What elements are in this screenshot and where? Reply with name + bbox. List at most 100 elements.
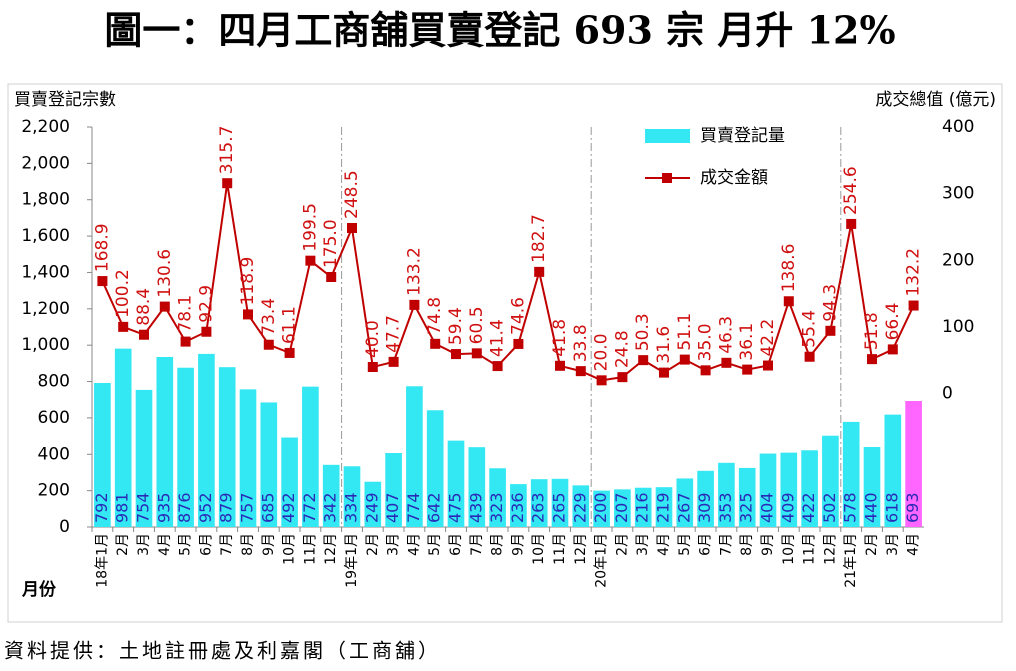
y-tick-label: 600 [38,408,70,428]
legend-swatch [645,129,690,143]
bar-label: 952 [196,492,215,523]
x-tick-label: 6月 [698,533,714,556]
x-tick-label: 4月 [906,533,922,556]
bar-label: 439 [466,492,485,523]
line-label: 74.8 [425,297,445,335]
x-tick-label: 5月 [677,533,693,556]
x-tick-label: 18年1月 [94,533,110,588]
x-tick-label: 3月 [386,533,402,556]
line-marker [679,354,690,365]
chart-frame [7,83,1003,623]
x-tick-label: 7月 [469,533,485,556]
bar-label: 685 [258,492,277,523]
line-label: 41.8 [550,319,570,357]
line-marker [97,276,108,287]
line-label: 168.9 [92,223,112,272]
source-note: 資料提供：土地註冊處及利嘉閣（工商舖） [4,639,441,663]
bar [281,437,298,527]
x-tick-label: 8月 [240,533,256,556]
bar-label: 229 [570,492,589,523]
bar-label: 578 [841,492,860,523]
line-label: 254.6 [841,166,861,215]
x-tick-label: 10月 [282,533,298,565]
line-label: 55.4 [800,310,820,348]
bar-label: 200 [591,492,610,523]
bar [426,410,444,527]
bar [593,490,610,527]
line-label: 33.8 [571,324,591,362]
bar-label: 502 [820,492,839,523]
x-tick-label: 12月 [822,533,838,565]
bar [489,468,506,527]
line-marker [451,349,461,360]
y2-tick-label: 200 [942,250,974,270]
y-tick-label: 2,200 [21,117,70,137]
line-marker [201,326,212,337]
legend-label: 買賣登記量 [700,126,785,146]
bar [697,470,714,527]
y-axis-title: 買賣登記宗數 [14,90,116,110]
bar-label: 236 [508,492,527,523]
bar [468,447,486,527]
bar-label: 219 [654,492,673,523]
bar [551,478,569,527]
x-tick-label: 9月 [261,533,277,556]
bar-label: 879 [217,492,236,523]
x-tick-label: 11月 [302,533,318,565]
line-label: 130.6 [155,249,175,298]
x-tick-label: 20年1月 [594,533,610,588]
line-label: 59.4 [446,307,466,345]
bar [884,414,902,527]
line-marker [388,356,399,367]
bar [94,383,111,527]
bar [239,389,257,527]
line-label: 92.9 [196,285,216,323]
line-marker [409,299,420,310]
line-marker [534,266,545,277]
bar [510,484,527,527]
x-tick-label: 21年1月 [843,533,859,588]
bar-label: 342 [321,492,340,523]
bar-label: 981 [113,492,132,523]
line-marker [742,364,753,375]
bar [343,466,361,527]
y-tick-label: 0 [59,517,70,537]
line-label: 315.7 [217,126,237,175]
bar [260,402,278,527]
bar-label: 207 [612,492,631,523]
x-tick-label: 6月 [448,533,464,556]
bar [114,348,132,527]
bar-label: 249 [362,492,381,523]
x-tick-label: 3月 [635,533,651,556]
x-tick-label: 4月 [406,533,422,556]
y-tick-label: 200 [38,481,70,501]
line-marker [347,223,357,233]
bar [614,489,631,527]
line-label: 118.9 [238,257,258,306]
bar [322,464,340,527]
bar-label: 422 [799,492,818,523]
line-label: 73.4 [259,298,279,336]
bar [572,485,590,527]
line-marker [846,218,857,229]
line-label: 46.3 [716,316,736,354]
bar-label: 772 [300,492,319,523]
bar-label: 475 [446,492,465,523]
bar [530,479,548,527]
bar-label: 267 [674,492,693,523]
line-label: 31.6 [654,326,674,364]
line-label: 51.1 [675,313,695,351]
y2-tick-label: 0 [942,384,953,404]
y-tick-label: 1,000 [21,335,70,355]
line-marker [867,354,877,365]
bar-label: 309 [695,492,714,523]
bar [676,478,694,527]
line-label: 74.6 [508,297,528,335]
bar [801,450,818,527]
bar-label: 323 [487,492,506,523]
bar [135,389,153,527]
x-tick-label: 2月 [614,533,630,556]
bar-label: 216 [633,492,652,523]
line-marker [763,360,773,371]
